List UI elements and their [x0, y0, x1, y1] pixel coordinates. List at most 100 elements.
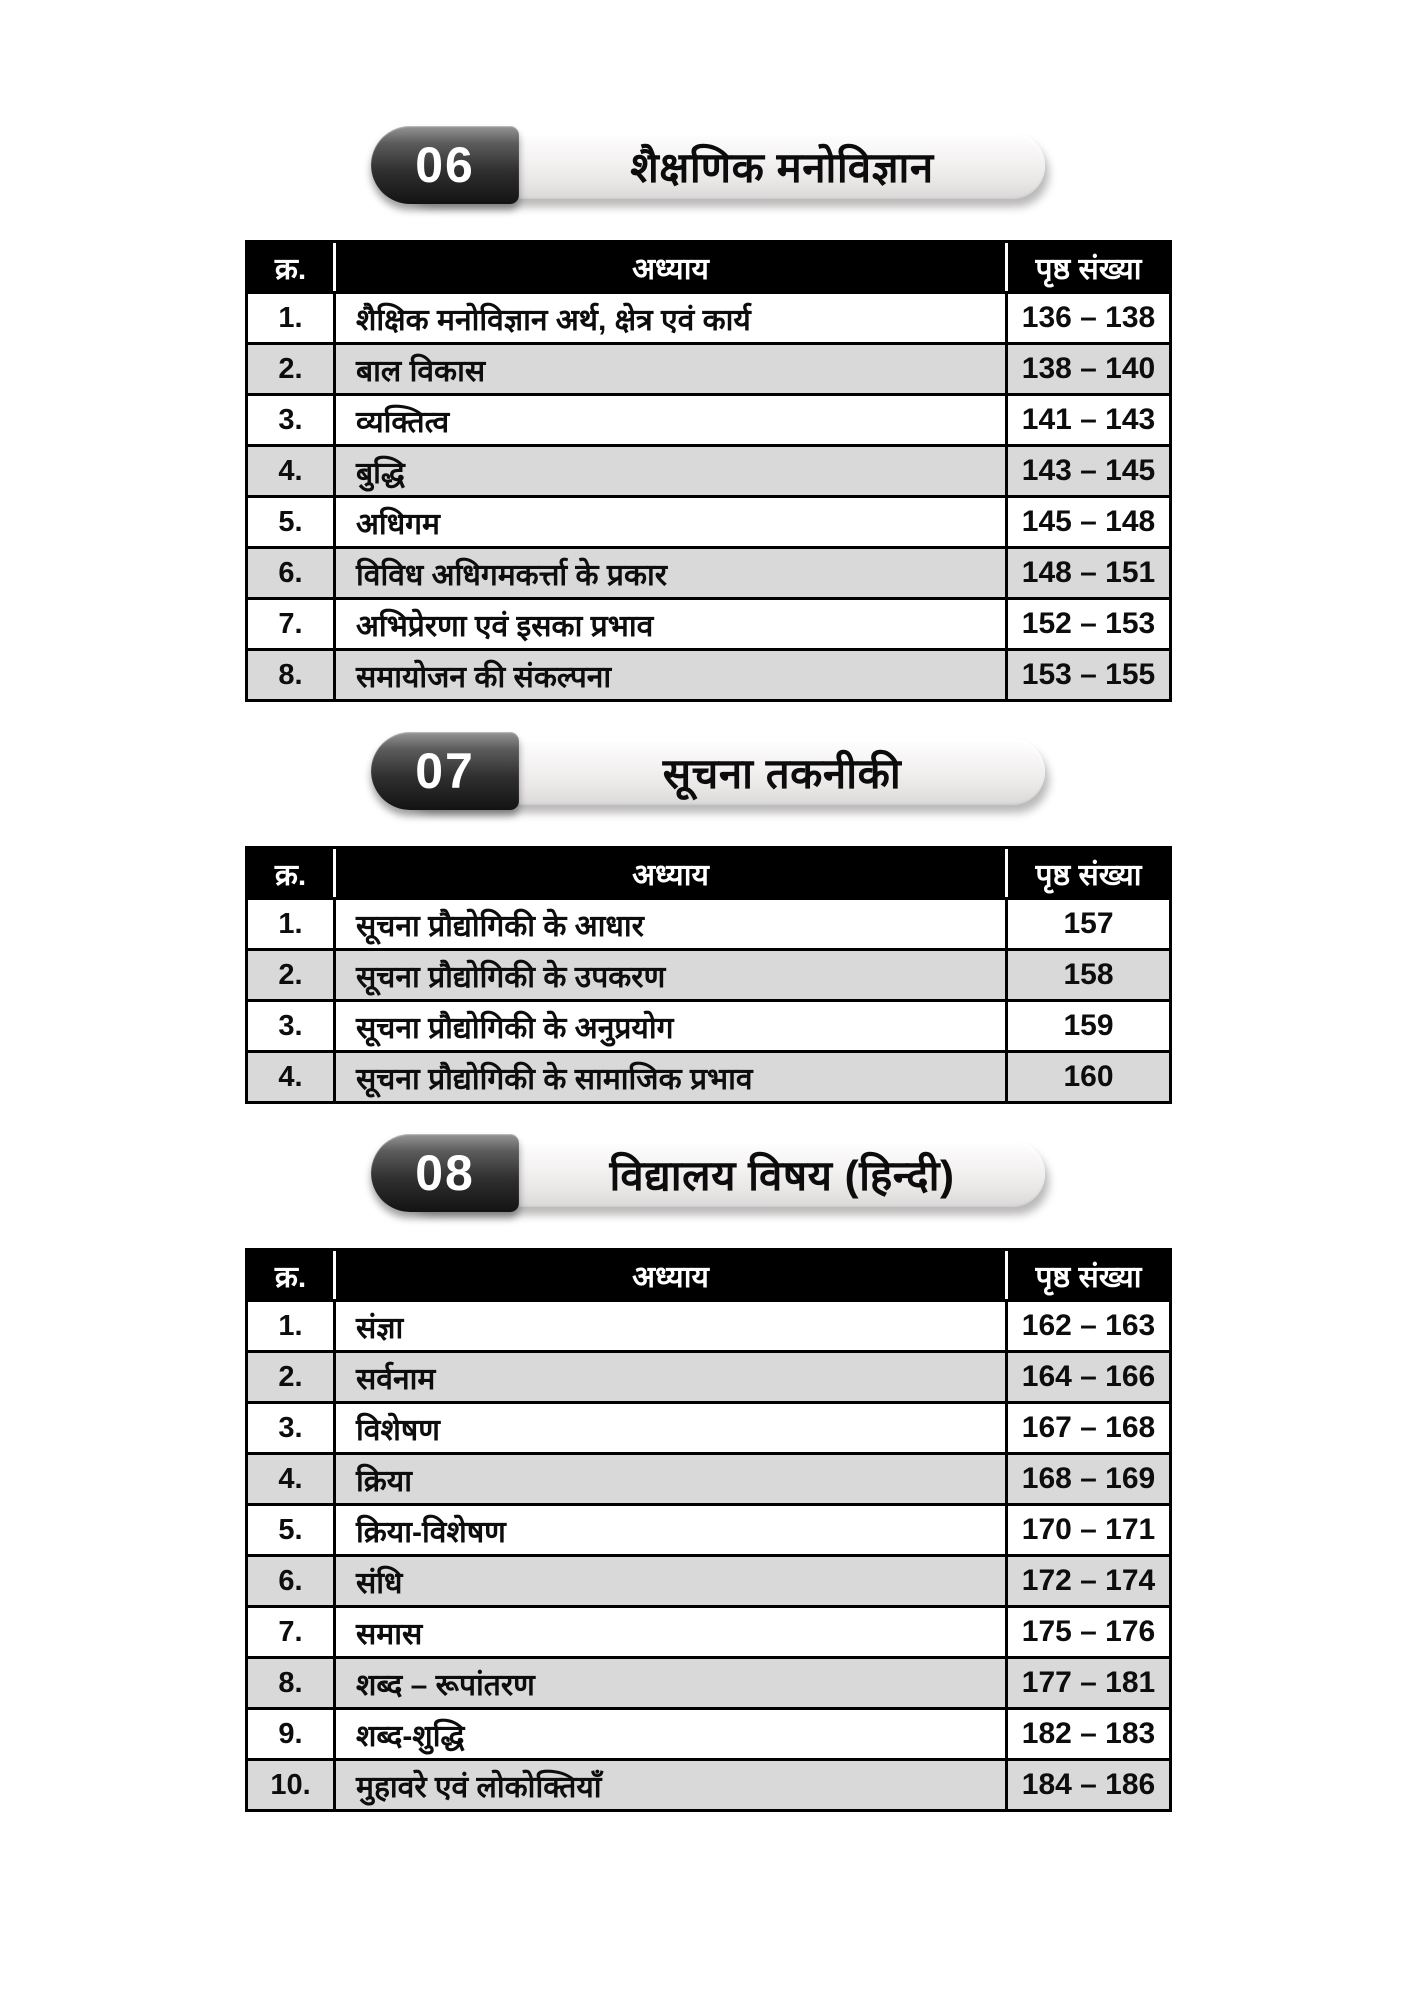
serial-cell: 3.: [245, 1401, 336, 1455]
section-number-badge: 06: [371, 126, 519, 204]
chapter-cell: सूचना प्रौद्योगिकी के उपकरण: [333, 948, 1008, 1002]
pages-cell: 168 – 169: [1005, 1452, 1172, 1506]
pages-cell: 152 – 153: [1005, 597, 1172, 651]
pages-cell: 167 – 168: [1005, 1401, 1172, 1455]
serial-cell: 4.: [245, 1050, 336, 1104]
chapter-cell: शब्द-शुद्धि: [333, 1707, 1008, 1761]
table-row: 4. सूचना प्रौद्योगिकी के सामाजिक प्रभाव 16…: [245, 1050, 1172, 1104]
serial-cell: 5.: [245, 495, 336, 549]
chapter-cell: समायोजन की संकल्पना: [333, 648, 1008, 702]
section-number-badge: 07: [371, 732, 519, 810]
serial-cell: 2.: [245, 342, 336, 396]
header-serial: क्र.: [246, 846, 335, 900]
table-row: 1. शैक्षिक मनोविज्ञान अर्थ, क्षेत्र एवं क…: [245, 291, 1172, 345]
pages-cell: 136 – 138: [1005, 291, 1172, 345]
serial-cell: 9.: [245, 1707, 336, 1761]
table-row: 8. समायोजन की संकल्पना 153 – 155: [245, 648, 1172, 702]
chapter-cell: क्रिया-विशेषण: [333, 1503, 1008, 1557]
serial-cell: 6.: [245, 1554, 336, 1608]
pages-cell: 182 – 183: [1005, 1707, 1172, 1761]
pages-cell: 172 – 174: [1005, 1554, 1172, 1608]
table-row: 5. अधिगम 145 – 148: [245, 495, 1172, 549]
header-chapter: अध्याय: [333, 1248, 1007, 1302]
serial-cell: 7.: [245, 1605, 336, 1659]
serial-cell: 4.: [245, 444, 336, 498]
serial-cell: 1.: [245, 291, 336, 345]
pages-cell: 158: [1005, 948, 1172, 1002]
serial-cell: 6.: [245, 546, 336, 600]
pages-cell: 177 – 181: [1005, 1656, 1172, 1710]
serial-cell: 1.: [245, 1299, 336, 1353]
table-header-row: क्र. अध्याय पृष्ठ संख्या: [246, 846, 1171, 900]
pages-cell: 164 – 166: [1005, 1350, 1172, 1404]
chapter-cell: संधि: [333, 1554, 1008, 1608]
serial-cell: 7.: [245, 597, 336, 651]
table-row: 5. क्रिया-विशेषण 170 – 171: [245, 1503, 1172, 1557]
pages-cell: 157: [1005, 897, 1172, 951]
table-row: 7. समास 175 – 176: [245, 1605, 1172, 1659]
table-header-row: क्र. अध्याय पृष्ठ संख्या: [246, 1248, 1171, 1302]
table-row: 2. सर्वनाम 164 – 166: [245, 1350, 1172, 1404]
table-row: 1. संज्ञा 162 – 163: [245, 1299, 1172, 1353]
table-row: 6. संधि 172 – 174: [245, 1554, 1172, 1608]
header-serial: क्र.: [246, 240, 335, 294]
serial-cell: 3.: [245, 393, 336, 447]
toc-table: क्र. अध्याय पृष्ठ संख्या 1. शैक्षिक मनोवि…: [245, 240, 1172, 702]
table-body: 1. शैक्षिक मनोविज्ञान अर्थ, क्षेत्र एवं क…: [245, 291, 1172, 702]
table-row: 7. अभिप्रेरणा एवं इसका प्रभाव 152 – 153: [245, 597, 1172, 651]
pages-cell: 145 – 148: [1005, 495, 1172, 549]
section-number: 06: [415, 137, 475, 193]
chapter-cell: बुद्धि: [333, 444, 1008, 498]
table-body: 1. सूचना प्रौद्योगिकी के आधार 157 2. सूचना प…: [245, 897, 1172, 1104]
toc-table: क्र. अध्याय पृष्ठ संख्या 1. सूचना प्रौद्य…: [245, 846, 1172, 1104]
pages-cell: 141 – 143: [1005, 393, 1172, 447]
header-chapter: अध्याय: [333, 240, 1007, 294]
table-row: 4. क्रिया 168 – 169: [245, 1452, 1172, 1506]
serial-cell: 10.: [245, 1758, 336, 1812]
pages-cell: 153 – 155: [1005, 648, 1172, 702]
section-banner: सूचना तकनीकी 07: [245, 732, 1169, 810]
chapter-cell: अधिगम: [333, 495, 1008, 549]
table-header-row: क्र. अध्याय पृष्ठ संख्या: [246, 240, 1171, 294]
chapter-cell: विशेषण: [333, 1401, 1008, 1455]
chapter-cell: सर्वनाम: [333, 1350, 1008, 1404]
chapter-cell: क्रिया: [333, 1452, 1008, 1506]
chapter-cell: अभिप्रेरणा एवं इसका प्रभाव: [333, 597, 1008, 651]
serial-cell: 2.: [245, 1350, 336, 1404]
chapter-cell: शब्द – रूपांतरण: [333, 1656, 1008, 1710]
pages-cell: 184 – 186: [1005, 1758, 1172, 1812]
table-row: 9. शब्द-शुद्धि 182 – 183: [245, 1707, 1172, 1761]
section-number-badge: 08: [371, 1134, 519, 1212]
toc-section: सूचना तकनीकी 07 क्र. अध्याय पृष्ठ संख्या…: [245, 732, 1172, 1104]
header-pages: पृष्ठ संख्या: [1005, 846, 1171, 900]
chapter-cell: शैक्षिक मनोविज्ञान अर्थ, क्षेत्र एवं कार…: [333, 291, 1008, 345]
pages-cell: 159: [1005, 999, 1172, 1053]
section-title: शैक्षणिक मनोविज्ञान: [630, 143, 934, 191]
toc-table: क्र. अध्याय पृष्ठ संख्या 1. संज्ञा 162 – 1…: [245, 1248, 1172, 1812]
table-row: 3. सूचना प्रौद्योगिकी के अनुप्रयोग 159: [245, 999, 1172, 1053]
serial-cell: 8.: [245, 648, 336, 702]
serial-cell: 8.: [245, 1656, 336, 1710]
header-pages: पृष्ठ संख्या: [1005, 1248, 1171, 1302]
serial-cell: 2.: [245, 948, 336, 1002]
chapter-cell: विविध अधिगमकर्त्ता के प्रकार: [333, 546, 1008, 600]
serial-cell: 4.: [245, 1452, 336, 1506]
chapter-cell: व्यक्तित्व: [333, 393, 1008, 447]
pages-cell: 170 – 171: [1005, 1503, 1172, 1557]
pages-cell: 162 – 163: [1005, 1299, 1172, 1353]
section-title: विद्यालय विषय (हिन्दी): [609, 1151, 955, 1199]
table-row: 2. सूचना प्रौद्योगिकी के उपकरण 158: [245, 948, 1172, 1002]
section-number: 07: [415, 743, 475, 799]
serial-cell: 1.: [245, 897, 336, 951]
table-row: 4. बुद्धि 143 – 145: [245, 444, 1172, 498]
section-banner: विद्यालय विषय (हिन्दी) 08: [245, 1134, 1169, 1212]
chapter-cell: सूचना प्रौद्योगिकी के सामाजिक प्रभाव: [333, 1050, 1008, 1104]
pages-cell: 143 – 145: [1005, 444, 1172, 498]
chapter-cell: सूचना प्रौद्योगिकी के आधार: [333, 897, 1008, 951]
pages-cell: 148 – 151: [1005, 546, 1172, 600]
serial-cell: 3.: [245, 999, 336, 1053]
table-row: 3. विशेषण 167 – 168: [245, 1401, 1172, 1455]
toc-sections-container: शैक्षणिक मनोविज्ञान 06 क्र. अध्याय पृष्ठ…: [0, 126, 1414, 1812]
toc-section: शैक्षणिक मनोविज्ञान 06 क्र. अध्याय पृष्ठ…: [245, 126, 1172, 702]
